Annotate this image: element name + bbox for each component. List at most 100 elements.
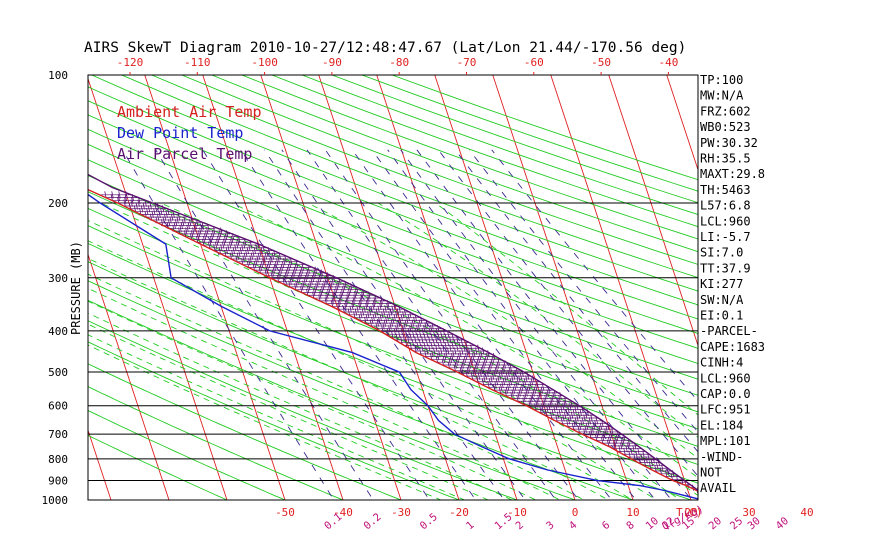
top-temp-tick-label: -60 [524,56,544,69]
dry-adiabat-line [88,341,461,500]
dry-adiabat-line [121,75,698,292]
isotherm-line [260,75,402,500]
stability-index: EI:0.1 [700,309,743,323]
pressure-tick-label: 800 [48,453,68,466]
bottom-temp-tick-label: -20 [449,506,469,519]
mixing-ratio-label: 10 [644,515,661,532]
bottom-temp-tick-label: -50 [275,506,295,519]
dry-adiabat-line [88,159,698,396]
stability-index: -PARCEL- [700,324,758,338]
dry-adiabat-line [88,386,345,500]
stability-index: AVAIL [700,481,736,495]
stability-index: CAPE:1683 [700,340,765,354]
moist-adiabat-line [231,202,698,479]
stability-index: L57:6.8 [700,199,751,213]
stability-index: NOT [700,466,722,480]
dry-adiabat-line [91,75,698,306]
bottom-temp-tick-label: 10 [626,506,639,519]
top-temp-tick-label: -80 [389,56,409,69]
mixing-ratio-label: 3 [544,519,557,532]
legend-parcel: Air Parcel Temp [117,145,252,163]
legend: Ambient Air Temp Dew Point Temp Air Parc… [117,103,262,163]
parcel-line [88,173,698,494]
bottom-temp-tick-label: 0 [572,506,579,519]
stability-index: MAXT:29.8 [700,167,765,181]
moist-adiabat-line [88,323,490,500]
isotherm-lines [0,75,870,500]
dry-adiabat-line [88,261,693,500]
stability-index: TH:5463 [700,183,751,197]
dry-adiabat-line [88,143,698,380]
bottom-temp-tick-label: -10 [507,506,527,519]
pressure-tick-label: 1000 [42,494,69,507]
isotherm-line [88,77,228,500]
isotherm-line [783,75,870,500]
isotherm-line [318,75,460,500]
stability-index: EL:184 [700,418,743,432]
stability-index: WB0:523 [700,120,751,134]
stability-index: LCL:960 [700,371,751,385]
dry-adiabat-line [331,75,698,204]
mixing-ratio-label: 2 [513,519,526,532]
stability-index: PW:30.32 [700,136,758,150]
moist-adiabat-line [88,300,537,500]
top-temp-tick-label: -110 [184,56,211,69]
pressure-tick-label: 700 [48,428,68,441]
pressure-tick-label: 400 [48,325,68,338]
mixing-ratio-label: 0.2 [361,511,383,532]
bottom-temp-tick-label: -30 [391,506,411,519]
isotherm-line [376,75,518,500]
top-temp-tick-label: -40 [658,56,678,69]
dewpoint-line [88,193,698,500]
moist-adiabat-line [88,334,466,500]
moist-adiabat-line [88,287,562,500]
mixing-ratio-label: 40 [774,515,791,532]
dry-adiabat-line [181,75,698,265]
isotherm-line [434,75,576,500]
stability-index: TT:37.9 [700,261,751,275]
top-temp-tick-label: -100 [251,56,278,69]
stability-index: FRZ:602 [700,104,751,118]
cape-hatch-area [98,191,698,494]
dry-adiabat-line [88,128,698,365]
pressure-tick-label: 900 [48,475,68,488]
legend-ambient: Ambient Air Temp [117,103,262,121]
top-temp-tick-label: -70 [457,56,477,69]
dry-adiabat-line [211,75,698,253]
pressure-tick-label: 200 [48,197,68,210]
bottom-temp-axis: -50 -40 -30 -20 -10 0 10 20 30 40 T(C) [275,506,814,519]
top-temp-tick-label: -90 [322,56,342,69]
stability-index: KI:277 [700,277,743,291]
isotherm-line [550,75,692,500]
mixing-ratio-label: 0.5 [418,511,440,532]
mixing-ratio-line [416,149,693,500]
dry-adiabat-line [88,434,229,500]
ambient-temp-line [88,188,698,493]
stability-index: -WIND- [700,450,743,464]
dry-adiabat-line [88,86,698,320]
mixing-ratio-label: 4 [567,519,580,532]
dry-adiabat-line [241,75,698,240]
mixing-ratio-label: 20 [707,515,724,532]
stability-index: RH:35.5 [700,152,751,166]
stability-index: LFC:951 [700,403,751,417]
mixing-ratio-label: 8 [624,519,637,532]
moist-adiabat-line [88,273,586,500]
dry-adiabat-line [88,191,698,430]
profile-series [88,173,698,500]
moist-adiabat-line [307,202,698,459]
moist-adiabat-line [88,219,658,500]
bottom-temp-unit: T(C) [676,506,703,519]
mixing-ratio-label: 6 [600,519,613,532]
isotherm-line [666,75,698,172]
dry-adiabat-line [88,242,698,484]
moist-adiabat-line [435,202,698,416]
dry-adiabat-line [151,75,698,279]
isotherm-line [0,75,53,500]
isotherm-line [144,75,286,500]
moist-adiabat-line [88,240,634,500]
stability-index: MPL:101 [700,434,751,448]
dry-adiabat-line [88,410,287,500]
dry-adiabat-line [301,75,698,215]
